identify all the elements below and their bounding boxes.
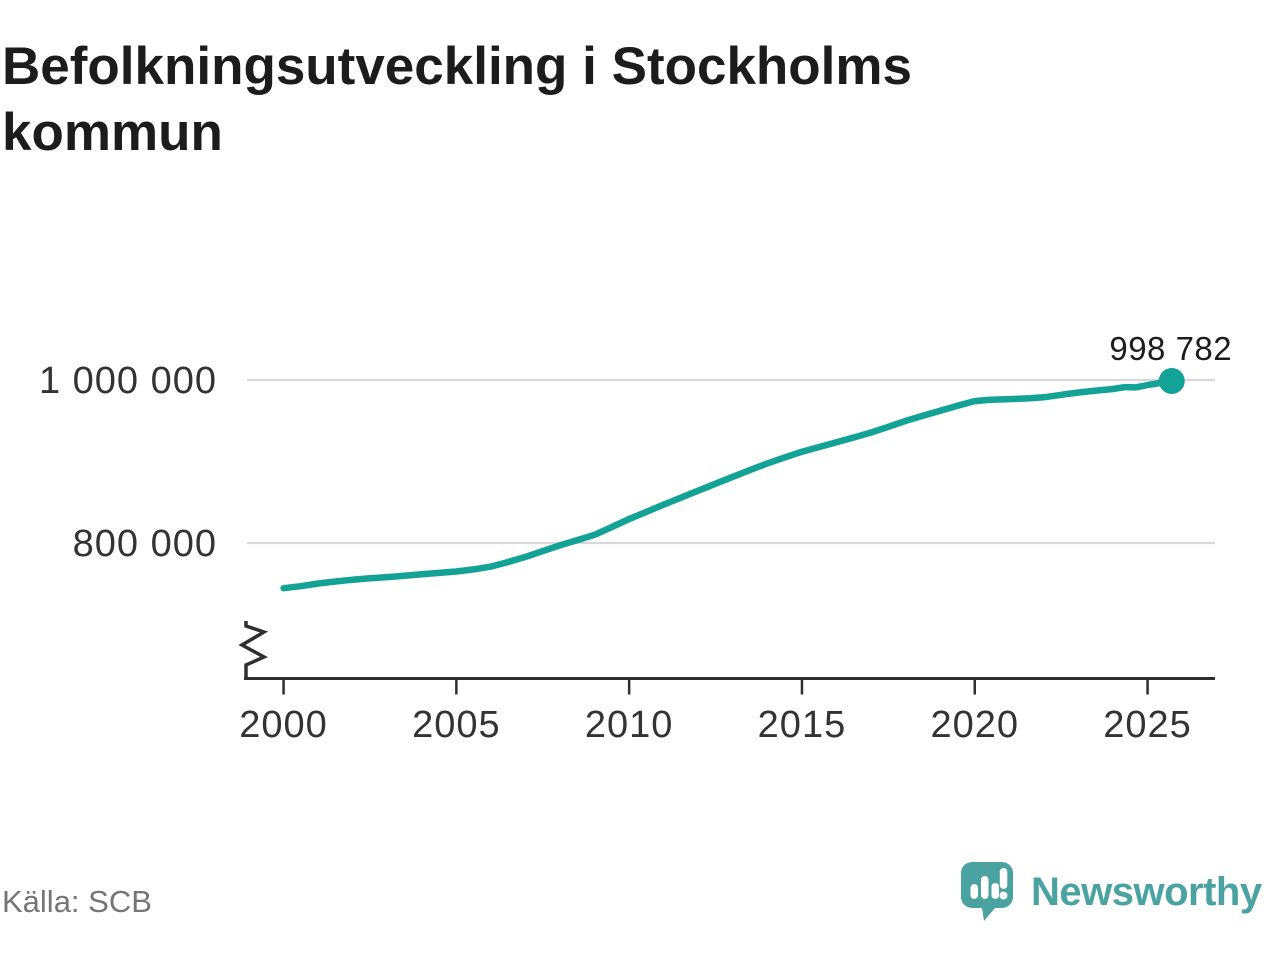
y-axis-tick-label: 1 000 000 (39, 360, 217, 402)
logo-exclamation-bar (999, 868, 1008, 889)
x-axis-tick-label: 2010 (585, 704, 674, 746)
x-axis-tick-label: 2005 (412, 704, 501, 746)
logo-bar-3 (991, 883, 999, 899)
end-value-label: 998 782 (1109, 330, 1232, 367)
x-axis-tick-label: 2000 (239, 704, 328, 746)
population-line (280, 377, 1176, 592)
logo-bar-2 (981, 876, 989, 899)
end-point-marker (1158, 367, 1185, 394)
x-axis-tick-label: 2025 (1103, 704, 1192, 746)
newsworthy-logo: Newsworthy (961, 862, 1262, 922)
y-axis-tick-label: 800 000 (73, 523, 217, 565)
logo-exclamation-dot (999, 891, 1008, 900)
chart-title: Befolkningsutveckling i Stockholms kommu… (2, 37, 913, 162)
newsworthy-logo-icon (961, 862, 1013, 921)
x-axis-tick-label: 2020 (930, 704, 1019, 746)
y-axis-break-icon (238, 621, 269, 678)
x-axis-tick-label: 2015 (758, 704, 847, 746)
logo-bar-1 (970, 884, 978, 899)
newsworthy-wordmark: Newsworthy (1031, 869, 1262, 914)
source-caption: Källa: SCB (2, 884, 152, 919)
